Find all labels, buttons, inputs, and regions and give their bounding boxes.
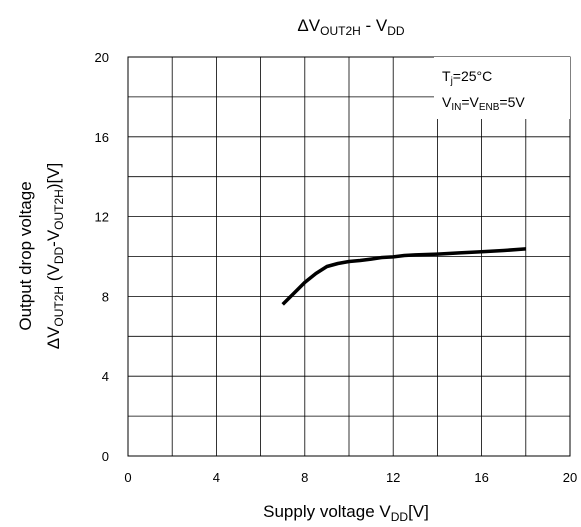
x-tick-labels: 0 4 8 12 16 20 (124, 470, 577, 485)
x-tick-label: 0 (124, 470, 131, 485)
x-axis-label: Supply voltage VDD[V] (263, 502, 429, 524)
x-tick-label: 16 (474, 470, 488, 485)
x-tick-label: 20 (563, 470, 577, 485)
y-tick-label: 4 (102, 369, 109, 384)
x-tick-label: 8 (301, 470, 308, 485)
series-line (281, 247, 526, 306)
y-tick-labels: 0 4 8 12 16 20 (95, 50, 109, 464)
y-tick-label: 16 (95, 130, 109, 145)
annotation-box (434, 57, 570, 119)
grid (128, 57, 570, 456)
series-group (281, 247, 526, 306)
plot-frame (127, 56, 571, 457)
chart-title: ΔVOUT2H - VDD (297, 16, 404, 38)
annotation-line-2: VIN=VENB=5V (442, 94, 525, 113)
y-tick-label: 20 (95, 50, 109, 65)
y-axis-label-line-2: ΔVOUT2H (VDD-VOUT2H)[V] (44, 163, 66, 350)
x-tick-label: 4 (213, 470, 220, 485)
y-tick-label: 8 (102, 289, 109, 304)
y-tick-label: 0 (102, 449, 109, 464)
y-axis-label-line-1: Output drop voltage (16, 181, 35, 330)
y-tick-label: 12 (95, 210, 109, 225)
x-tick-label: 12 (386, 470, 400, 485)
annotation-line-1: Tj=25°C (442, 68, 492, 87)
